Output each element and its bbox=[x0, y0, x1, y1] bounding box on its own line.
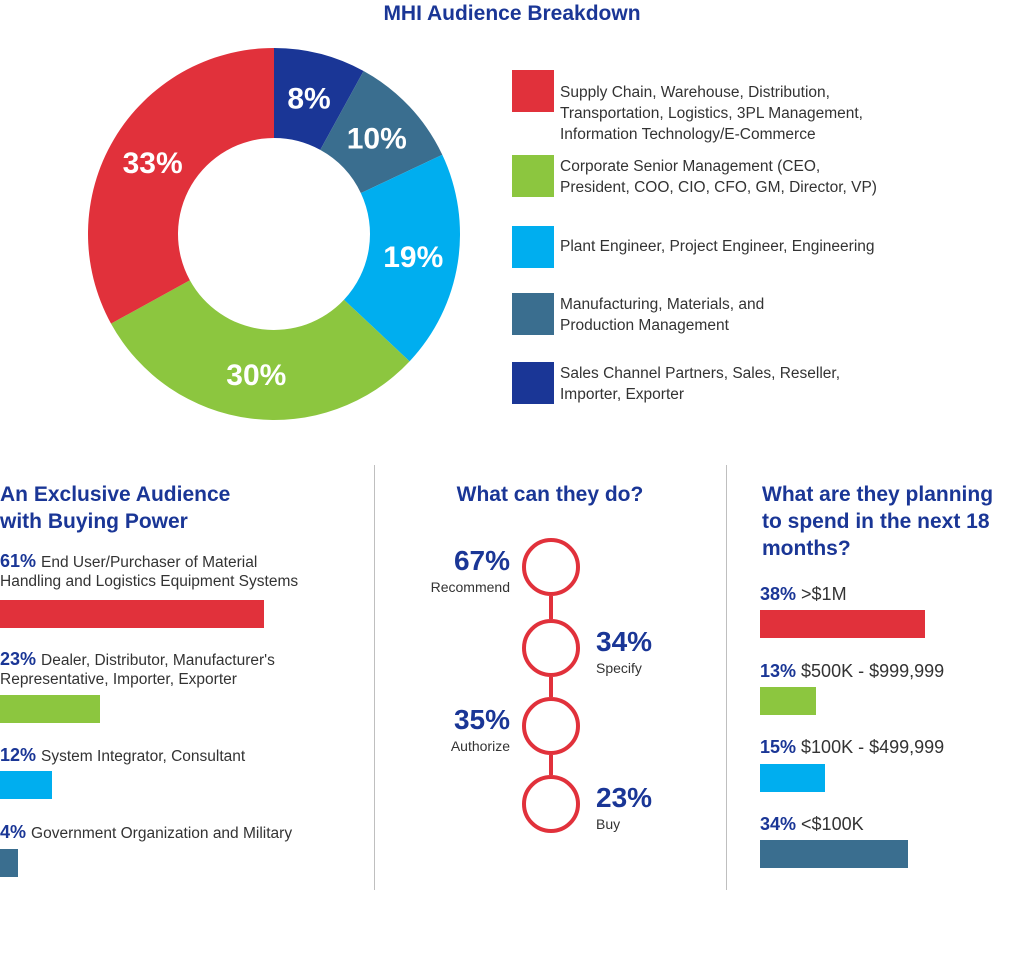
legend-swatch bbox=[512, 70, 554, 112]
legend-item: Sales Channel Partners, Sales, Reseller,… bbox=[512, 362, 1024, 410]
spend-bar-pct: 13% bbox=[760, 661, 802, 681]
buying-power-heading: An Exclusive Audience with Buying Power bbox=[0, 483, 231, 533]
donut-slice bbox=[274, 48, 364, 150]
donut-chart: 8% 10% 19% 30% 33% bbox=[88, 48, 460, 420]
buying-bar-pct: 4% bbox=[0, 822, 32, 842]
legend-swatch bbox=[512, 226, 554, 268]
buying-bar-label: 4% Government Organization and Military bbox=[0, 823, 292, 843]
buying-bar-pct: 12% bbox=[0, 745, 42, 765]
step-connector bbox=[549, 677, 553, 697]
spend-bar-pct: 34% bbox=[760, 814, 802, 834]
donut-slice bbox=[111, 280, 410, 420]
step-percent: 34% bbox=[596, 626, 653, 657]
legend-item: Corporate Senior Management (CEO, Presid… bbox=[512, 155, 1024, 203]
column-divider-2 bbox=[726, 465, 727, 890]
spend-bar-pct: 38% bbox=[760, 584, 802, 604]
spend-bar-text: <$100K bbox=[801, 814, 864, 834]
step-label: Specify bbox=[596, 660, 642, 676]
legend-label: Plant Engineer, Project Engineer, Engine… bbox=[560, 238, 875, 255]
buying-bar-text: Dealer, Distributor, Manufacturer's Repr… bbox=[0, 652, 275, 688]
buying-bar-pct: 23% bbox=[0, 649, 42, 669]
donut-slice-label: 10% bbox=[347, 122, 407, 155]
buying-bar-label: 12% System Integrator, Consultant bbox=[0, 746, 245, 766]
buying-bar-text: System Integrator, Consultant bbox=[41, 748, 246, 765]
donut-slice bbox=[88, 48, 274, 324]
donut-slice-label: 19% bbox=[383, 241, 443, 274]
step-label: Buy bbox=[596, 816, 621, 832]
spend-bar-text: $100K - $499,999 bbox=[801, 737, 945, 757]
legend-label: Sales Channel Partners, Sales, Reseller,… bbox=[560, 365, 841, 403]
spend-bar-label: 34% <$100K bbox=[760, 814, 864, 835]
buying-bar bbox=[0, 771, 52, 799]
donut-slice-label: 30% bbox=[226, 359, 286, 392]
spend-bar bbox=[760, 687, 817, 715]
step-ring bbox=[522, 538, 580, 596]
what-can-they-do-heading: What can they do? bbox=[456, 483, 644, 506]
step-percent: 23% bbox=[596, 782, 653, 813]
buying-bar-pct: 61% bbox=[0, 551, 42, 571]
step-label: Authorize bbox=[450, 738, 510, 754]
spend-bar bbox=[760, 840, 908, 868]
donut-slice-label: 33% bbox=[123, 147, 183, 180]
donut-slice-label: 8% bbox=[287, 82, 330, 115]
legend-swatch bbox=[512, 293, 554, 335]
spend-bar bbox=[760, 764, 826, 792]
donut-slice bbox=[343, 154, 460, 362]
buying-bar-label: 61% End User/Purchaser of Material Handl… bbox=[0, 552, 298, 591]
donut-slice bbox=[320, 71, 443, 194]
buying-bar-text: End User/Purchaser of Material Handling … bbox=[0, 554, 299, 590]
spend-bar-pct: 15% bbox=[760, 737, 802, 757]
spend-bar bbox=[760, 610, 925, 638]
step-label: Recommend bbox=[430, 579, 510, 595]
step-percent: 67% bbox=[453, 545, 510, 576]
buying-bar-text: Government Organization and Military bbox=[31, 825, 293, 842]
spend-bar-label: 13% $500K - $999,999 bbox=[760, 661, 944, 682]
step-ring bbox=[522, 775, 580, 833]
legend-label: Manufacturing, Materials, and Production… bbox=[560, 296, 765, 334]
step-ring bbox=[522, 697, 580, 755]
page-title: MHI Audience Breakdown bbox=[383, 2, 641, 25]
legend-label: Supply Chain, Warehouse, Distribution, T… bbox=[560, 84, 863, 143]
step-connector bbox=[549, 755, 553, 775]
buying-bar bbox=[0, 600, 264, 628]
legend-item: Plant Engineer, Project Engineer, Engine… bbox=[512, 226, 1024, 274]
buying-bar-label: 23% Dealer, Distributor, Manufacturer's … bbox=[0, 650, 275, 689]
spend-bar-text: >$1M bbox=[801, 584, 847, 604]
buying-bar bbox=[0, 695, 100, 723]
spend-bar-label: 15% $100K - $499,999 bbox=[760, 737, 944, 758]
buying-bar bbox=[0, 849, 18, 877]
spend-bar-label: 38% >$1M bbox=[760, 584, 847, 605]
step-connector bbox=[549, 596, 553, 619]
legend-swatch bbox=[512, 362, 554, 404]
spend-heading: What are they planning to spend in the n… bbox=[762, 483, 994, 560]
column-divider-1 bbox=[374, 465, 375, 890]
spend-bar-text: $500K - $999,999 bbox=[801, 661, 945, 681]
legend-item: Manufacturing, Materials, and Production… bbox=[512, 293, 1024, 341]
step-ring bbox=[522, 619, 580, 677]
legend-label: Corporate Senior Management (CEO, Presid… bbox=[560, 158, 877, 196]
step-percent: 35% bbox=[453, 704, 510, 735]
legend-swatch bbox=[512, 155, 554, 197]
legend-item: Supply Chain, Warehouse, Distribution, T… bbox=[512, 70, 1024, 143]
